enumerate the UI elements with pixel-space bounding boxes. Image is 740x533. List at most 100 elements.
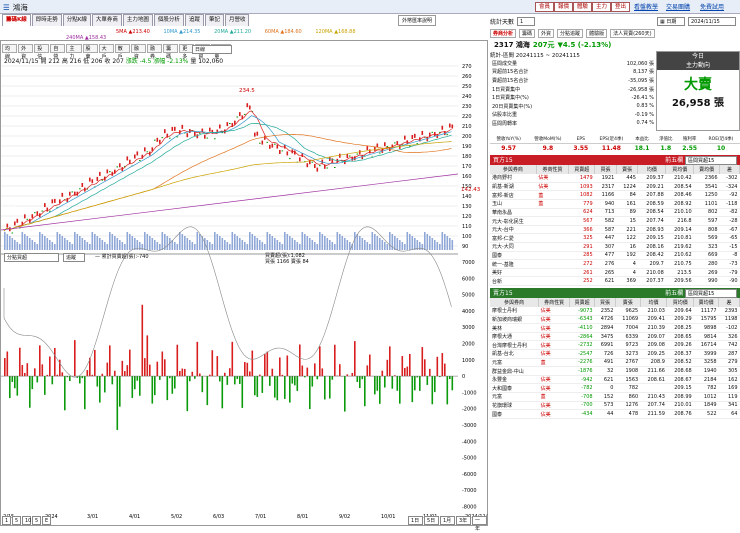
tab-7[interactable]: 筆記 <box>205 14 224 26</box>
col-header[interactable]: 均價 <box>640 298 667 307</box>
col-header[interactable]: 買張 <box>595 165 617 174</box>
tab-0[interactable]: 籌碼K線 <box>2 14 31 26</box>
col-header[interactable]: 賣張 <box>616 165 638 174</box>
toolbar-item-3[interactable]: 自營 <box>50 44 65 53</box>
broker-link[interactable]: 台新 <box>490 277 536 286</box>
col-header[interactable]: 賣張 <box>615 298 640 307</box>
broker-link[interactable]: 美林 <box>490 324 539 333</box>
sell-sort-select[interactable]: 區間買超15 <box>685 289 737 298</box>
broker-link[interactable]: 花旗環球 <box>490 401 539 410</box>
toolbar-item-2[interactable]: 投信 <box>34 44 49 53</box>
tutorial-link[interactable]: 看盤教學 <box>634 2 658 11</box>
period-select[interactable]: 日線 <box>192 45 232 54</box>
tab-3[interactable]: 大單券商 <box>92 14 122 26</box>
right-tab-2[interactable]: 外資 <box>538 29 554 38</box>
tab-4[interactable]: 主力地圖 <box>123 14 153 26</box>
date-input[interactable]: 2024/11/15 <box>688 17 736 26</box>
broker-link[interactable]: 元富 <box>490 393 539 402</box>
broker-link[interactable]: 元富 <box>490 358 539 367</box>
broker-link[interactable]: 華南永昌 <box>490 208 536 217</box>
col-header[interactable]: 差 <box>720 165 740 174</box>
broker-link[interactable]: 凱基-台北 <box>490 350 539 359</box>
col-header[interactable]: 差 <box>719 298 740 307</box>
range-btn-0[interactable]: 1日 <box>408 516 423 525</box>
nav-btn-1[interactable]: 5 <box>12 516 21 525</box>
broker-link[interactable]: 大和國泰 <box>490 384 539 393</box>
logout-button[interactable]: 登出 <box>611 2 630 12</box>
broker-link[interactable]: 摩根士丹利 <box>490 307 539 316</box>
notice-button[interactable]: 外幣匯率說明 <box>398 15 436 26</box>
col-header[interactable]: 參與券商 <box>490 165 536 174</box>
toolbar-item-6[interactable]: 大戶 <box>99 44 114 53</box>
toolbar-item-4[interactable]: 主力 <box>66 44 81 53</box>
broker-link[interactable]: 港商野村 <box>490 174 536 183</box>
free-trial-link[interactable]: 免費試用 <box>700 2 724 11</box>
broker-link[interactable]: 國泰 <box>490 410 539 419</box>
broker-link[interactable]: 台灣摩根士丹利 <box>490 341 539 350</box>
toolbar-item-0[interactable]: 均線 <box>2 44 17 53</box>
col-header[interactable]: 券商性質 <box>536 165 568 174</box>
quote-button[interactable]: 報價 <box>554 2 573 12</box>
col-header[interactable]: 買賣超 <box>569 165 595 174</box>
broker-link[interactable]: 群益金鼎-中山 <box>490 367 539 376</box>
nav-btn-0[interactable]: 1 <box>2 516 11 525</box>
col-header[interactable]: 券商性質 <box>539 298 570 307</box>
buy-sort-select[interactable]: 區間買超15 <box>685 156 737 165</box>
col-header[interactable]: 賣均價 <box>694 298 719 307</box>
broker-link[interactable]: 凱基-新湖 <box>490 182 536 191</box>
broker-link[interactable]: 新加坡商瑞銀 <box>490 315 539 324</box>
tab-1[interactable]: 即時走勢 <box>32 14 62 26</box>
date-button[interactable]: ▦ 日期 <box>657 17 685 26</box>
toolbar-item-9[interactable]: 融券 <box>147 44 162 53</box>
broker-link[interactable]: 富邦-新店 <box>490 191 536 200</box>
tab-5[interactable]: 個股分析 <box>154 14 184 26</box>
track-button[interactable]: 追蹤 <box>63 253 85 262</box>
col-header[interactable]: 買張 <box>595 298 616 307</box>
range-btn-3[interactable]: 3年 <box>456 516 471 525</box>
tab-2[interactable]: 分點K線 <box>63 14 91 26</box>
col-header[interactable]: 參與券商 <box>490 298 539 307</box>
tab-8[interactable]: 月營收 <box>225 14 250 26</box>
member-button[interactable]: 會員 <box>535 2 554 12</box>
col-header[interactable]: 賣均價 <box>694 165 720 174</box>
right-tab-3[interactable]: 分點追蹤 <box>557 29 583 38</box>
right-tab-1[interactable]: 籌碼 <box>519 29 535 38</box>
nav-btn-2[interactable]: 10 <box>22 516 31 525</box>
price-chart[interactable]: 2702602502402302202102001901801701601501… <box>1 62 488 526</box>
toolbar-item-5[interactable]: 股東 <box>83 44 98 53</box>
broker-link[interactable]: 摩根大通 <box>490 332 539 341</box>
broker-link[interactable]: 元大-台中 <box>490 225 536 234</box>
sub-indicator-select[interactable]: 分點買超 <box>4 253 59 262</box>
days-select[interactable]: 1 <box>517 17 535 26</box>
col-header[interactable]: 買均價 <box>667 298 694 307</box>
toolbar-item-7[interactable]: 散戶 <box>115 44 130 53</box>
toolbar-item-8[interactable]: 融資 <box>131 44 146 53</box>
main-button[interactable]: 主力 <box>592 2 611 12</box>
right-tab-4[interactable]: 體驗版 <box>586 29 607 38</box>
broker-link[interactable]: 富邦-仁愛 <box>490 234 536 243</box>
broker-link[interactable]: 玉山 <box>490 200 536 209</box>
